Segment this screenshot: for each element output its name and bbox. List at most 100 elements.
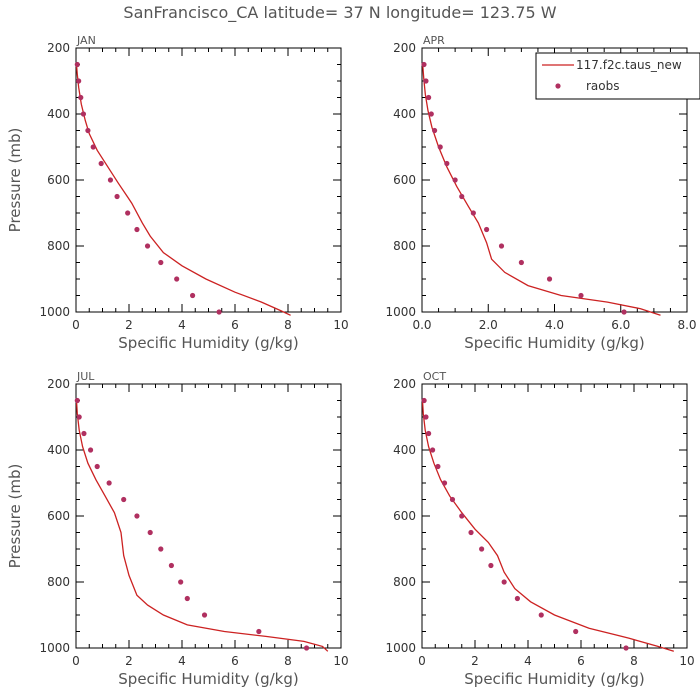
raobs-point xyxy=(518,259,524,266)
x-axis-label: Specific Humidity (g/kg) xyxy=(118,334,298,352)
y-tick-label: 400 xyxy=(393,107,416,121)
x-tick-label: 2 xyxy=(471,654,479,668)
raobs-point xyxy=(76,414,82,420)
raobs-point xyxy=(87,447,94,453)
raobs-point xyxy=(483,226,490,233)
x-tick-label: 8.0 xyxy=(677,318,696,332)
raobs-point xyxy=(174,276,180,282)
y-tick-label: 600 xyxy=(393,509,416,523)
raobs-point xyxy=(114,193,120,200)
raobs-point xyxy=(147,529,153,536)
y-tick-label: 600 xyxy=(47,509,70,523)
x-tick-label: 8 xyxy=(284,318,292,332)
x-tick-label: 2.0 xyxy=(479,318,498,332)
y-tick-label: 400 xyxy=(47,107,70,121)
raobs-point xyxy=(134,513,140,519)
raobs-point xyxy=(85,127,91,134)
raobs-point xyxy=(134,226,140,233)
x-tick-label: 10 xyxy=(679,654,694,668)
x-axis-label: Specific Humidity (g/kg) xyxy=(464,334,644,352)
y-tick-label: 800 xyxy=(393,239,416,253)
x-axis-label: Specific Humidity (g/kg) xyxy=(464,670,644,688)
raobs-point xyxy=(421,397,427,404)
raobs-point xyxy=(498,243,505,249)
raobs-point xyxy=(621,309,627,315)
y-tick-label: 200 xyxy=(47,377,70,391)
x-tick-label: 8 xyxy=(630,654,638,668)
raobs-point xyxy=(437,144,443,150)
raobs-point xyxy=(158,259,164,266)
raobs-point xyxy=(184,595,190,602)
raobs-point xyxy=(426,94,432,101)
raobs-point xyxy=(468,529,474,536)
raobs-point xyxy=(428,111,434,117)
x-tick-label: 4 xyxy=(178,318,186,332)
raobs-point xyxy=(168,562,174,569)
raobs-point xyxy=(144,243,151,249)
raobs-point xyxy=(106,480,112,486)
model-profile-line xyxy=(422,400,674,652)
y-tick-label: 1000 xyxy=(385,641,416,655)
raobs-point xyxy=(452,177,458,183)
raobs-point xyxy=(573,628,579,635)
raobs-point xyxy=(423,414,429,420)
model-profile-line xyxy=(76,64,291,316)
x-tick-label: 10 xyxy=(333,318,348,332)
raobs-point xyxy=(459,193,465,200)
legend-label: 117.f2c.taus_new xyxy=(576,58,682,72)
raobs-point xyxy=(158,546,164,552)
x-tick-label: 0 xyxy=(418,654,426,668)
raobs-point xyxy=(216,309,222,315)
y-axis-label: Pressure (mb) xyxy=(6,464,24,569)
raobs-point xyxy=(78,94,84,101)
raobs-point xyxy=(479,546,485,552)
x-tick-label: 6 xyxy=(231,318,239,332)
y-axis-label: Pressure (mb) xyxy=(6,128,24,233)
x-tick-label: 0 xyxy=(72,654,80,668)
raobs-point xyxy=(514,595,521,602)
panel-label: JAN xyxy=(76,34,96,47)
x-tick-label: 2 xyxy=(125,654,133,668)
x-tick-label: 0 xyxy=(72,318,80,332)
raobs-point xyxy=(256,628,262,635)
raobs-point xyxy=(98,160,104,167)
raobs-point xyxy=(125,210,131,216)
y-tick-label: 1000 xyxy=(385,305,416,319)
raobs-point xyxy=(546,276,553,282)
y-tick-label: 200 xyxy=(47,41,70,55)
raobs-point xyxy=(430,447,436,453)
y-tick-label: 800 xyxy=(47,575,70,589)
raobs-point xyxy=(435,463,441,470)
figure-title: SanFrancisco_CA latitude= 37 N longitude… xyxy=(123,3,556,23)
x-tick-label: 6.0 xyxy=(611,318,630,332)
model-profile-line xyxy=(76,400,329,652)
raobs-point xyxy=(303,645,310,651)
raobs-point xyxy=(201,612,208,618)
raobs-point xyxy=(421,61,427,68)
y-tick-label: 600 xyxy=(47,173,70,187)
raobs-point xyxy=(459,513,465,519)
y-tick-label: 1000 xyxy=(39,305,70,319)
raobs-point xyxy=(81,430,87,437)
x-tick-label: 4.0 xyxy=(545,318,564,332)
y-tick-label: 400 xyxy=(393,443,416,457)
y-tick-label: 200 xyxy=(393,377,416,391)
y-tick-label: 200 xyxy=(393,41,416,55)
raobs-point xyxy=(190,292,196,299)
x-tick-label: 6 xyxy=(577,654,585,668)
raobs-point xyxy=(107,177,114,183)
raobs-point xyxy=(74,397,80,404)
panel-label: OCT xyxy=(423,370,446,383)
raobs-point xyxy=(488,562,494,569)
raobs-point xyxy=(578,292,584,299)
legend-label: raobs xyxy=(586,79,620,93)
raobs-point xyxy=(538,612,544,618)
raobs-point xyxy=(94,463,100,470)
y-tick-label: 1000 xyxy=(39,641,70,655)
